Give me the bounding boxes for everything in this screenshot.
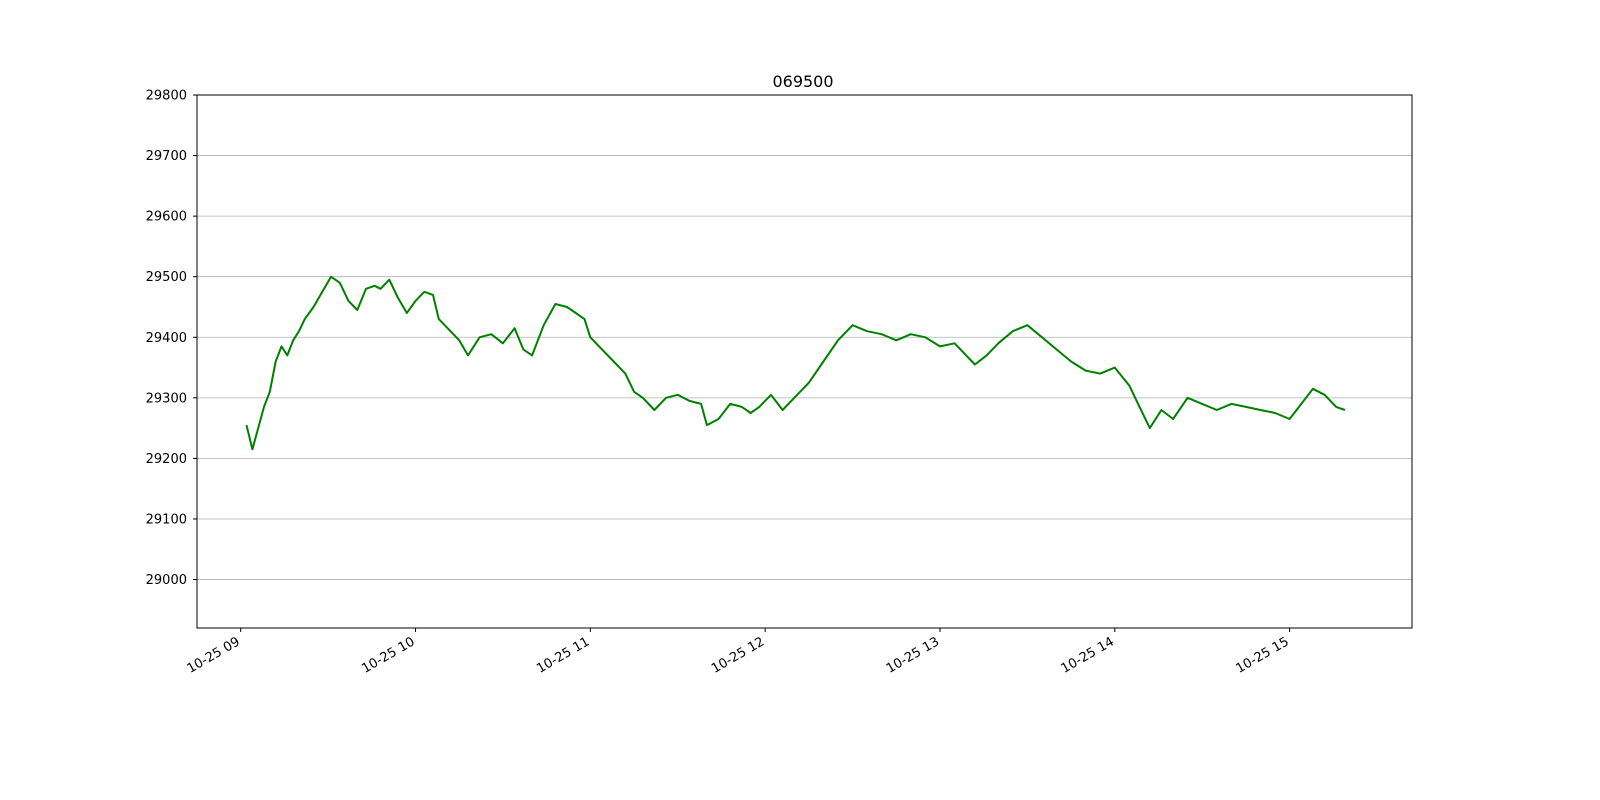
- y-tick-label: 29100: [146, 512, 187, 527]
- data-series: [245, 275, 1346, 451]
- y-tick-label: 29400: [146, 331, 187, 346]
- y-tick-label: 29500: [146, 270, 187, 285]
- y-tick-label: 29300: [146, 391, 187, 406]
- plot-frame: [196, 94, 1413, 629]
- y-tick-label: 29800: [146, 89, 187, 104]
- chart-title: 069500: [772, 72, 833, 91]
- y-axis: 29000 29100 29200 29300 29400 29500 29600 29700…: [146, 89, 197, 588]
- series-line: [245, 275, 1346, 451]
- y-tick-label: 29600: [146, 210, 187, 225]
- y-tick-label: 29200: [146, 452, 187, 467]
- y-tick-label: 29700: [146, 149, 187, 164]
- y-tick-label: 29000: [146, 573, 187, 588]
